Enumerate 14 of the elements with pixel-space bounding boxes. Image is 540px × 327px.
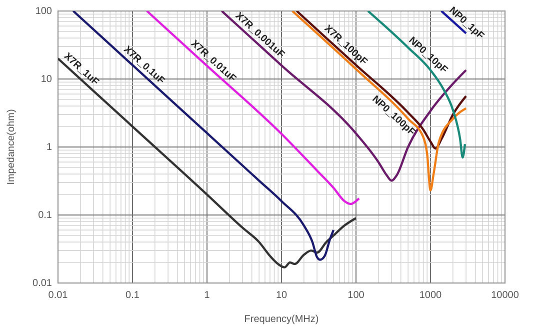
x-tick-label: 1000: [419, 290, 442, 302]
y-axis-title: Impedance(ohm): [6, 109, 17, 185]
x-tick-label: 1: [204, 290, 210, 302]
y-tick-label: 0.1: [38, 210, 52, 222]
y-tick-label: 1: [46, 142, 52, 154]
y-tick-label: 100: [35, 6, 52, 18]
y-tick-label: 10: [40, 74, 52, 86]
x-tick-label: 100: [348, 290, 365, 302]
x-tick-label: 0.1: [126, 290, 140, 302]
x-axis-title: Frequency(MHz): [244, 314, 319, 325]
x-tick-label: 10000: [491, 290, 520, 302]
x-tick-label: 10: [276, 290, 288, 302]
x-tick-label: 0.01: [48, 290, 68, 302]
y-tick-label: 0.01: [32, 278, 52, 290]
